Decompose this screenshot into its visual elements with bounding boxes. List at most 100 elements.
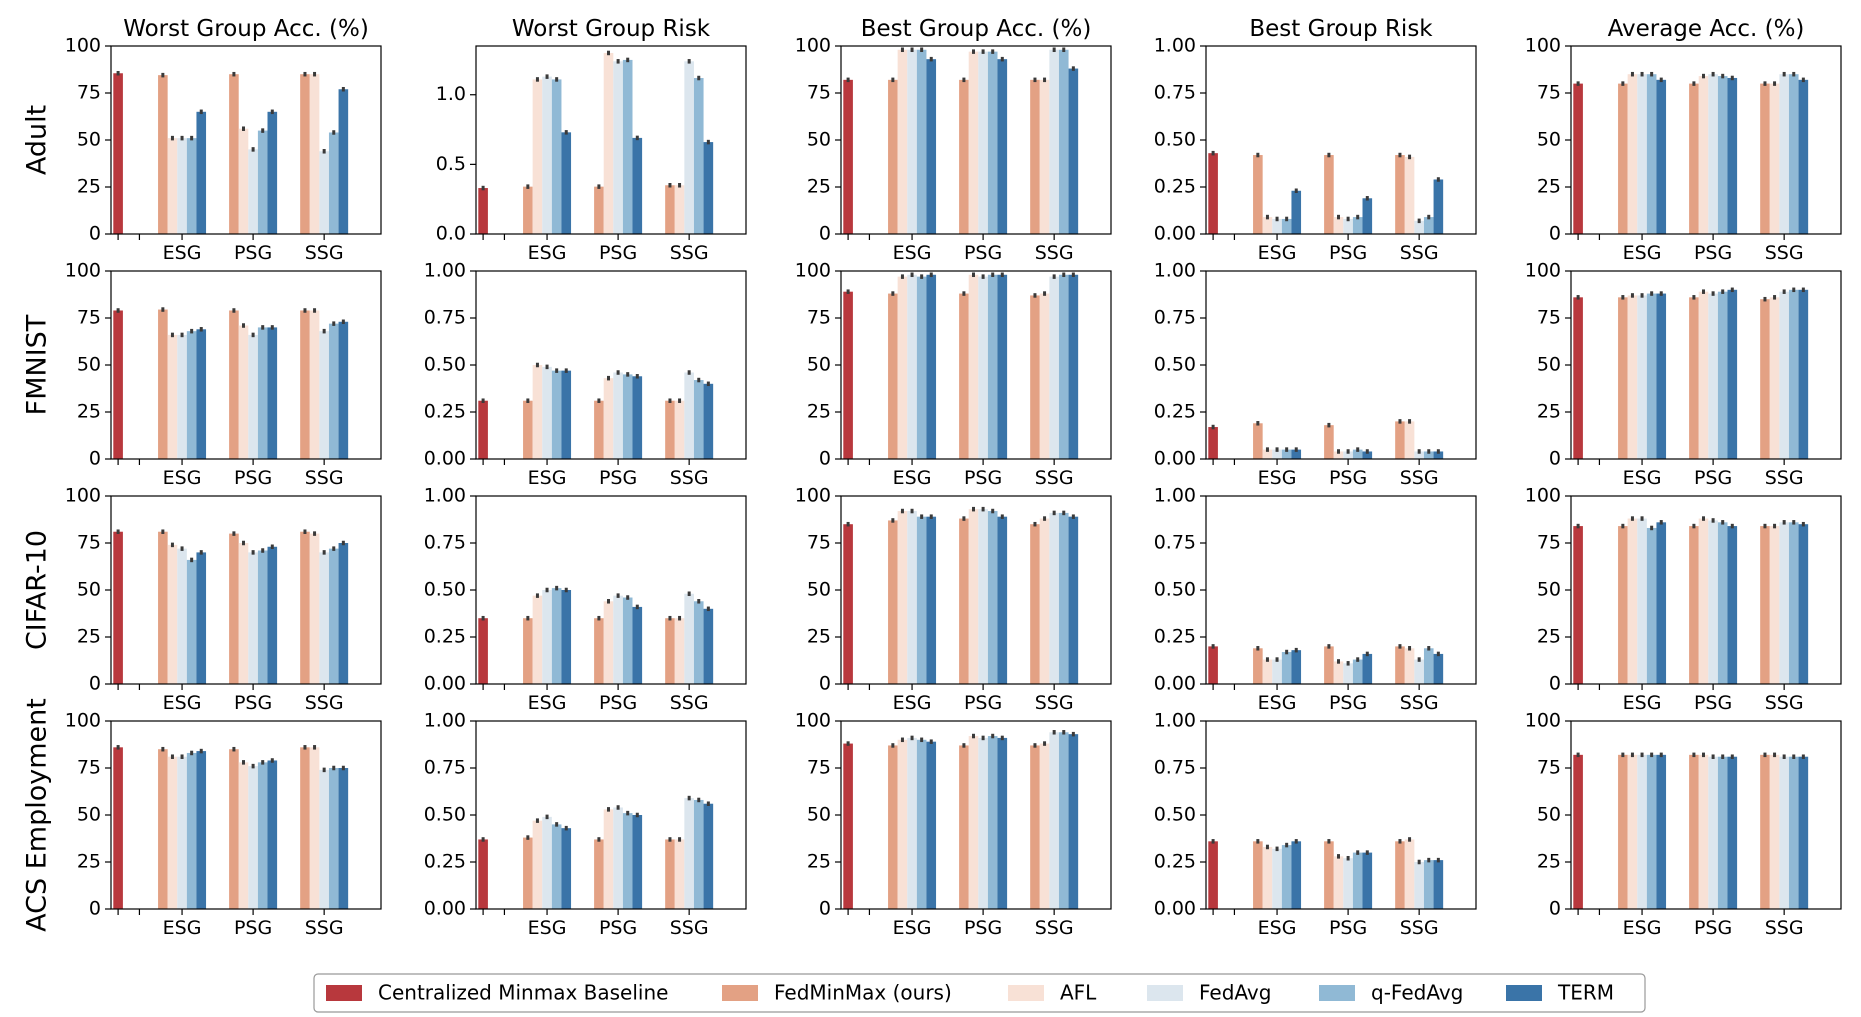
bar bbox=[1717, 756, 1728, 909]
y-tick-label: 100 bbox=[795, 35, 831, 57]
y-tick-label: 75 bbox=[1537, 82, 1561, 104]
bar bbox=[1573, 297, 1583, 459]
bar bbox=[684, 798, 694, 909]
bar bbox=[1352, 217, 1363, 234]
y-tick-label: 0 bbox=[1549, 898, 1561, 920]
bar bbox=[1627, 295, 1638, 459]
bar bbox=[703, 142, 714, 234]
y-tick-label: 0.25 bbox=[1154, 401, 1196, 423]
bar bbox=[1262, 449, 1273, 459]
bar bbox=[267, 760, 278, 909]
y-tick-label: 0 bbox=[89, 673, 101, 695]
x-tick-label: PSG bbox=[234, 917, 272, 939]
x-tick-label: PSG bbox=[599, 242, 637, 264]
y-tick-label: 0 bbox=[89, 223, 101, 245]
x-tick-label: PSG bbox=[964, 692, 1002, 714]
bar bbox=[338, 768, 349, 909]
bar bbox=[968, 736, 979, 909]
y-tick-label: 50 bbox=[1537, 804, 1561, 826]
bar bbox=[542, 816, 552, 909]
bar bbox=[1208, 427, 1218, 459]
bar bbox=[1208, 841, 1218, 909]
bar bbox=[987, 736, 998, 909]
column-title: Worst Group Risk bbox=[512, 16, 711, 42]
bar bbox=[1362, 852, 1373, 909]
bar bbox=[594, 618, 604, 684]
bar bbox=[113, 73, 123, 234]
bar bbox=[665, 400, 675, 459]
bar bbox=[1708, 756, 1718, 909]
bar bbox=[1414, 451, 1424, 459]
bar bbox=[693, 78, 704, 234]
bar bbox=[684, 61, 694, 235]
bar bbox=[926, 59, 937, 234]
y-tick-label: 0 bbox=[819, 898, 831, 920]
bar bbox=[693, 380, 704, 459]
y-tick-label: 50 bbox=[1537, 129, 1561, 151]
bar bbox=[888, 520, 898, 684]
x-tick-label: SSG bbox=[1765, 467, 1804, 489]
bar bbox=[987, 511, 998, 684]
bar bbox=[1717, 291, 1728, 459]
bar bbox=[1637, 295, 1647, 459]
bar bbox=[594, 839, 604, 909]
bar bbox=[907, 511, 917, 684]
bar bbox=[916, 276, 927, 459]
bar bbox=[916, 739, 927, 909]
bar bbox=[167, 756, 178, 909]
bar bbox=[1343, 451, 1353, 459]
bar bbox=[257, 550, 268, 684]
bar bbox=[1689, 526, 1699, 684]
row-label: CIFAR-10 bbox=[22, 530, 53, 650]
bar bbox=[1324, 646, 1334, 684]
y-tick-label: 25 bbox=[1537, 626, 1561, 648]
y-tick-label: 0.00 bbox=[1154, 223, 1196, 245]
subplot: 0.00 0.25 0.50 0.75 1.00 ESG PSG SSG bbox=[1154, 485, 1477, 714]
bar bbox=[897, 49, 908, 235]
y-tick-label: 1.00 bbox=[424, 485, 466, 507]
x-tick-label: SSG bbox=[1400, 917, 1439, 939]
bar bbox=[1727, 526, 1738, 684]
bar bbox=[1433, 179, 1444, 234]
y-tick-label: 0 bbox=[819, 673, 831, 695]
bar bbox=[1039, 743, 1050, 909]
bar bbox=[1333, 217, 1344, 234]
subplot: 0.00 0.25 0.50 0.75 1.00 ESG PSG SSG bbox=[1154, 260, 1477, 489]
y-tick-label: 25 bbox=[807, 401, 831, 423]
bar bbox=[1760, 299, 1770, 459]
y-tick-label: 75 bbox=[77, 532, 101, 554]
bar bbox=[196, 552, 207, 684]
bar bbox=[1618, 297, 1628, 459]
y-tick-label: 1.00 bbox=[424, 710, 466, 732]
y-tick-label: 100 bbox=[65, 485, 101, 507]
bar bbox=[1769, 83, 1780, 234]
bar bbox=[542, 366, 552, 459]
y-tick-label: 75 bbox=[807, 757, 831, 779]
bar bbox=[916, 49, 927, 235]
bar bbox=[1717, 522, 1728, 684]
bar bbox=[843, 743, 853, 909]
legend-swatch bbox=[1319, 985, 1355, 1001]
x-tick-label: PSG bbox=[599, 467, 637, 489]
y-tick-label: 100 bbox=[65, 260, 101, 282]
y-tick-label: 75 bbox=[77, 757, 101, 779]
bar bbox=[603, 601, 614, 684]
y-tick-label: 0.00 bbox=[424, 673, 466, 695]
bar bbox=[338, 321, 349, 459]
bar bbox=[613, 372, 623, 459]
y-tick-label: 100 bbox=[1525, 485, 1561, 507]
x-tick-label: SSG bbox=[1035, 692, 1074, 714]
bar bbox=[1404, 839, 1415, 909]
bar bbox=[1433, 451, 1444, 459]
bar bbox=[1627, 518, 1638, 684]
bar bbox=[1637, 754, 1647, 909]
y-tick-label: 100 bbox=[795, 260, 831, 282]
y-tick-label: 50 bbox=[807, 579, 831, 601]
y-tick-label: 0.75 bbox=[1154, 82, 1196, 104]
bar bbox=[632, 606, 643, 684]
y-tick-label: 75 bbox=[1537, 307, 1561, 329]
bar bbox=[1779, 522, 1789, 684]
bar bbox=[703, 803, 714, 909]
bar bbox=[338, 543, 349, 684]
bar bbox=[177, 334, 187, 459]
